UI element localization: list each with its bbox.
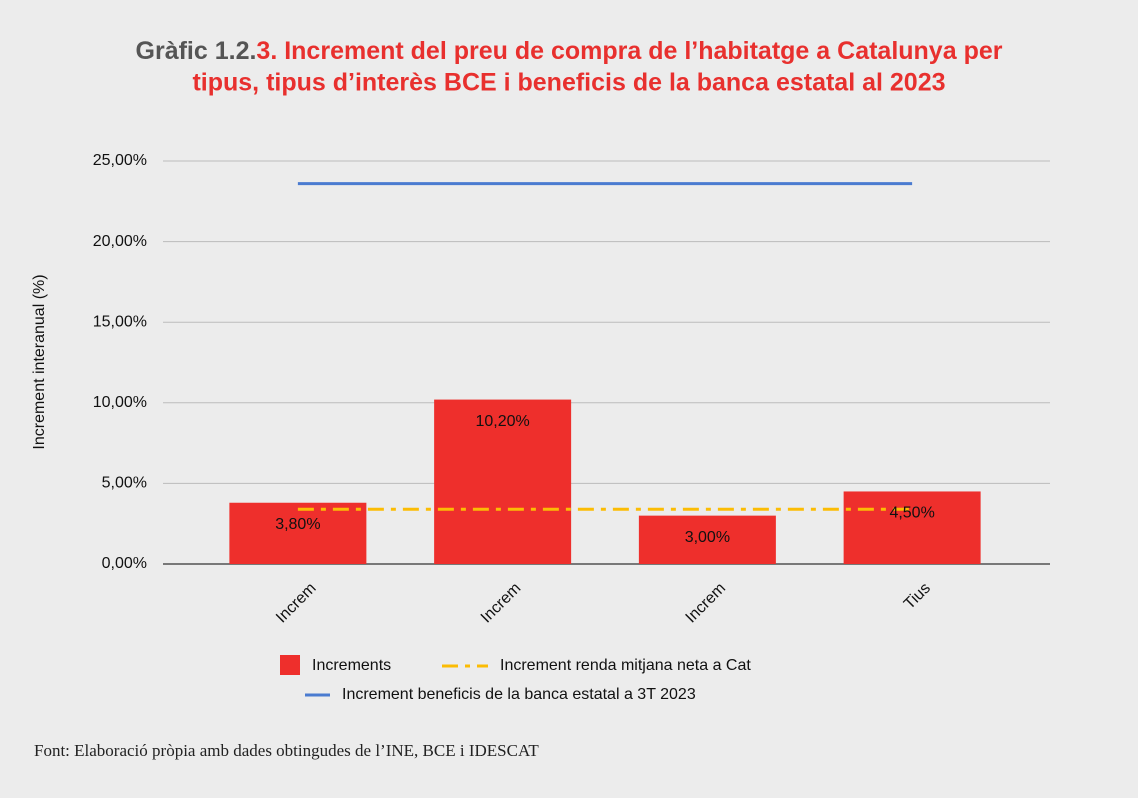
y-tick-label: 0,00% <box>102 555 147 572</box>
source-note: Font: Elaboració pròpia amb dades obting… <box>34 741 539 760</box>
bar <box>638 515 776 564</box>
data-label: 10,20% <box>475 413 529 430</box>
data-label: 3,00% <box>685 529 730 546</box>
y-axis-label: Increment interanual (%) <box>31 274 48 449</box>
y-tick-label: 15,00% <box>93 313 147 330</box>
title-text: 3. Increment del preu de compra de l’hab… <box>256 37 1002 65</box>
bar <box>229 502 367 564</box>
legend-label: Increments <box>312 657 391 674</box>
legend-label: Increment renda mitjana neta a Cat <box>500 657 751 674</box>
legend-label: Increment beneficis de la banca estatal … <box>342 686 696 703</box>
x-tick-label: Increm <box>478 580 525 627</box>
chart-title: tipus, tipus d’interès BCE i beneficis d… <box>192 69 945 97</box>
bar <box>843 491 981 564</box>
x-tick-label: Increm <box>273 580 320 627</box>
chart-title: Gràfic 1.2.3. Increment del preu de comp… <box>136 37 1003 65</box>
y-tick-label: 20,00% <box>93 233 147 250</box>
data-label: 3,80% <box>275 516 320 533</box>
bar <box>434 399 572 564</box>
y-tick-label: 5,00% <box>102 475 147 492</box>
x-tick-label: Tius <box>901 580 934 613</box>
legend-swatch <box>280 655 300 675</box>
data-label: 4,50% <box>889 505 934 522</box>
x-tick-label: Increm <box>683 580 730 627</box>
y-tick-label: 10,00% <box>93 394 147 411</box>
y-tick-label: 25,00% <box>93 152 147 169</box>
title-number: Gràfic 1.2. <box>136 37 257 65</box>
